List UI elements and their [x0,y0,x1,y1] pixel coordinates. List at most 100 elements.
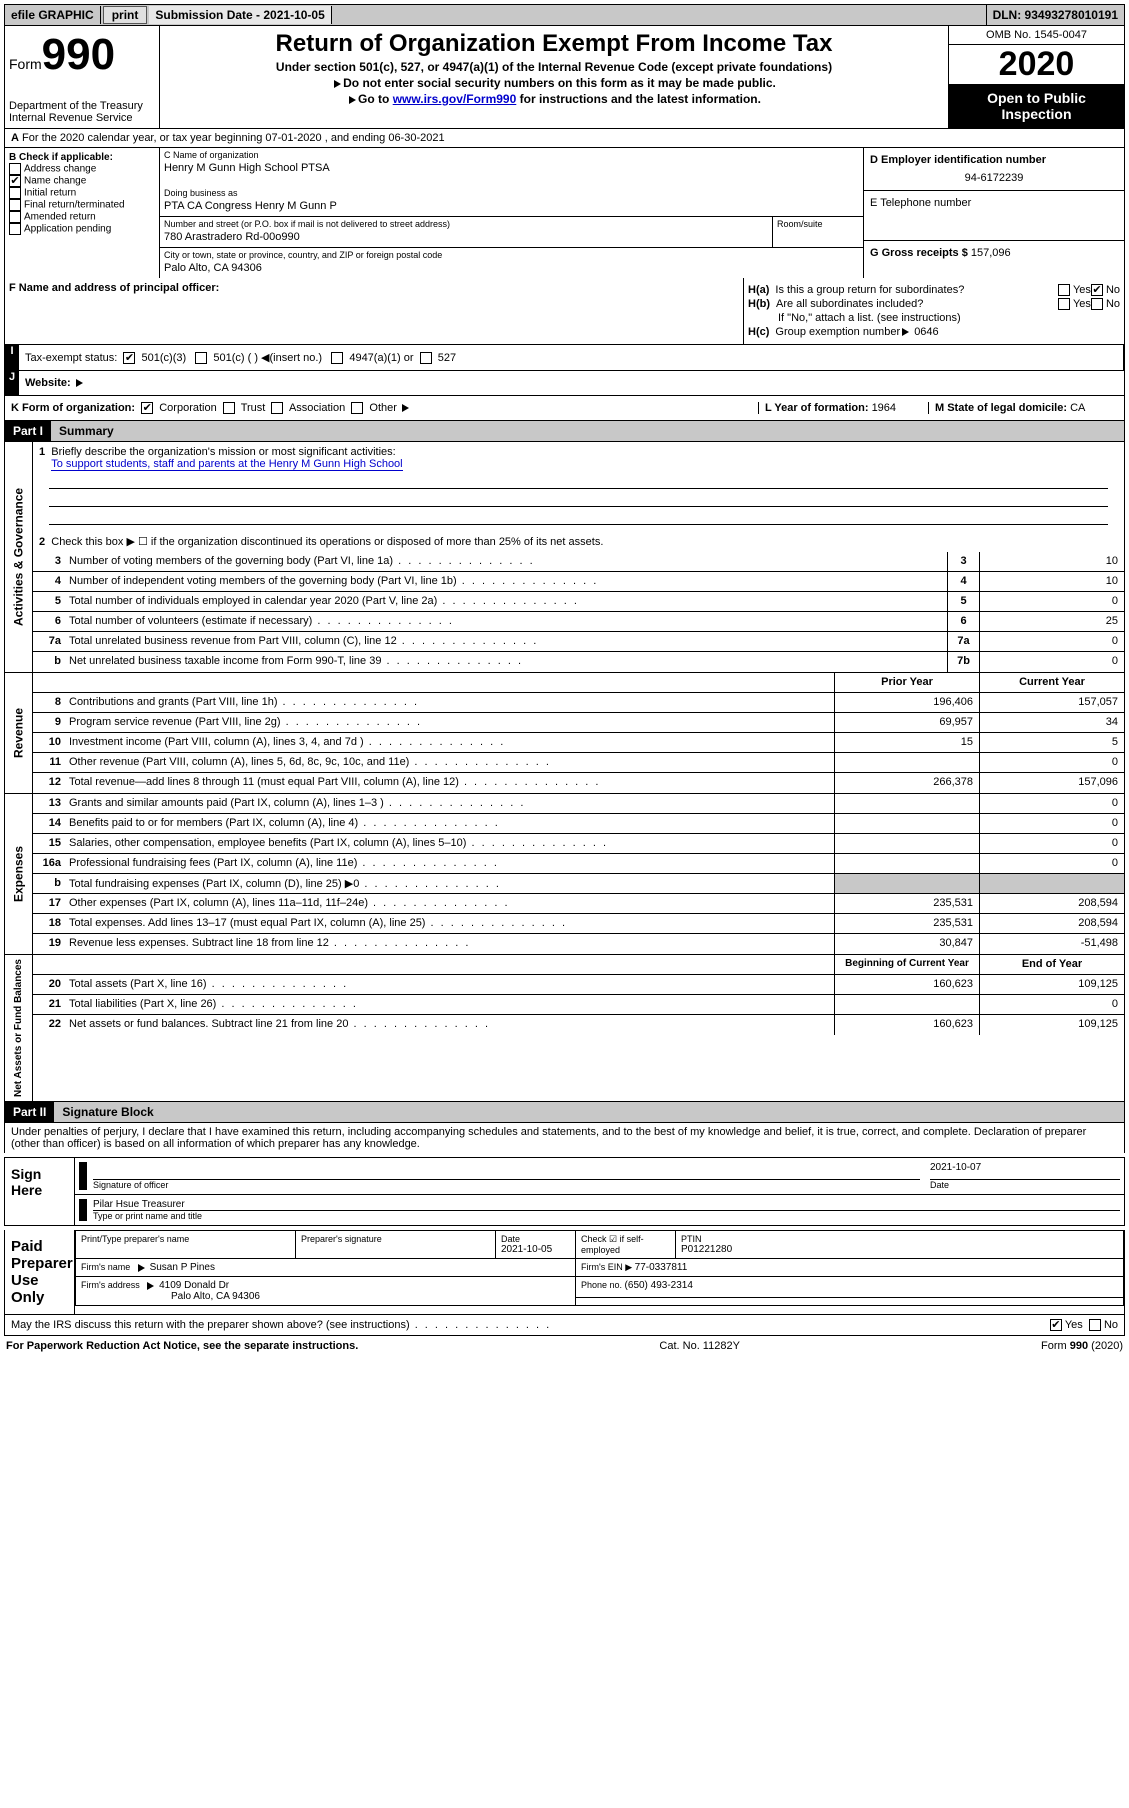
hb-line: H(b)Are all subordinates included?Yes No [748,298,1120,310]
hdr-end: End of Year [979,955,1124,974]
gov-body: 1 Briefly describe the organization's mi… [33,442,1124,672]
b-title: B Check if applicable: [9,152,155,163]
prior-value: 30,847 [834,934,979,954]
row-a-prefix: A [11,132,19,144]
q2-block: 2 Check this box ▶ ☐ if the organization… [33,531,1124,552]
hc-label: Group exemption number [775,326,900,338]
efile-label: efile GRAPHIC [5,6,101,24]
row-ij: I Tax-exempt status: 501(c)(3) 501(c) ( … [4,345,1125,371]
table-row: 5 Total number of individuals employed i… [33,592,1124,612]
hb-note: If "No," attach a list. (see instruction… [748,312,1120,324]
line-desc: Grants and similar amounts paid (Part IX… [65,794,834,813]
chk-trust[interactable] [223,402,235,414]
line-num: b [33,652,65,672]
footer-left: For Paperwork Reduction Act Notice, see … [6,1340,358,1352]
line-desc: Number of independent voting members of … [65,572,947,591]
name-label: Type or print name and title [93,1211,1120,1221]
line-desc: Total expenses. Add lines 13–17 (must eq… [65,914,834,933]
chk-address[interactable]: Address change [9,163,155,175]
sign-here-label: Sign Here [5,1158,75,1225]
print-button[interactable]: print [103,6,148,24]
hb-yes[interactable] [1058,298,1070,310]
discuss-yes[interactable] [1050,1319,1062,1331]
revenue-section: Revenue Prior Year Current Year 8 Contri… [4,673,1125,794]
netassets-section: Net Assets or Fund Balances Beginning of… [4,955,1125,1102]
dept-treasury: Department of the Treasury [9,100,155,112]
chk-4947[interactable] [331,352,343,364]
line-num: 4 [33,572,65,591]
sig-date: 2021-10-07 [930,1162,1120,1180]
officer-sig-line[interactable] [93,1162,920,1180]
hdr-begin: Beginning of Current Year [834,955,979,974]
hb-no[interactable] [1091,298,1103,310]
line-desc: Number of voting members of the governin… [65,552,947,571]
line-value: 10 [979,572,1124,591]
l-val: 1964 [872,402,896,414]
header-left: Form990 Department of the Treasury Inter… [5,26,160,128]
chk-corp[interactable] [141,402,153,414]
chk-501c[interactable] [195,352,207,364]
line-num: 15 [33,834,65,853]
expenses-section: Expenses 13 Grants and similar amounts p… [4,794,1125,955]
submission-date: Submission Date - 2021-10-05 [149,6,331,24]
line-value: 25 [979,612,1124,631]
ha-line: H(a)Is this a group return for subordina… [748,284,1120,296]
ein-value: 94-6172239 [870,172,1118,184]
part1-title: Summary [51,421,1124,441]
chk-501c3[interactable] [123,352,135,364]
chk-label: Initial return [24,188,76,199]
table-row: b Total fundraising expenses (Part IX, c… [33,874,1124,894]
line-num: 5 [33,592,65,611]
chk-initial[interactable]: Initial return [9,187,155,199]
line-desc: Other revenue (Part VIII, column (A), li… [65,753,834,772]
line-num: 17 [33,894,65,913]
current-value: 0 [979,995,1124,1014]
line-num: 16a [33,854,65,873]
chk-amended[interactable]: Amended return [9,211,155,223]
irs-link[interactable]: www.irs.gov/Form990 [393,92,517,106]
subtitle-3: Go to www.irs.gov/Form990 for instructio… [164,92,944,106]
line-num: 3 [33,552,65,571]
h-chk: Check ☑ if self-employed [581,1234,670,1255]
current-value: -51,498 [979,934,1124,954]
line-label: 7b [947,652,979,672]
ha-yes[interactable] [1058,284,1070,296]
current-value: 157,057 [979,693,1124,712]
row-fh: F Name and address of principal officer:… [4,278,1125,345]
yes-label: Yes [1073,298,1091,310]
arrow-icon [349,96,356,104]
i-marker: I [5,345,19,370]
chk-other[interactable] [351,402,363,414]
ha-no[interactable] [1091,284,1103,296]
topbar-spacer [332,5,987,25]
chk-name-change[interactable]: Name change [9,175,155,187]
subtitle-2: Do not enter social security numbers on … [164,76,944,90]
line-value: 0 [979,592,1124,611]
l-501c3: 501(c)(3) [142,352,187,364]
line-num: 14 [33,814,65,833]
line-num: 10 [33,733,65,752]
c-addr-row: Number and street (or P.O. box if mail i… [160,217,863,248]
dln-label: DLN: 93493278010191 [987,6,1124,24]
form-title: Return of Organization Exempt From Incom… [164,30,944,58]
l-527: 527 [438,352,456,364]
declaration: Under penalties of perjury, I declare th… [4,1123,1125,1153]
row-j: J Website: [4,371,1125,396]
line-num: b [33,874,65,893]
chk-527[interactable] [420,352,432,364]
spacer [33,673,65,692]
l-corp: Corporation [159,402,216,414]
chk-final[interactable]: Final return/terminated [9,199,155,211]
current-value: 208,594 [979,894,1124,913]
vtab-netassets: Net Assets or Fund Balances [5,955,33,1101]
discuss-no[interactable] [1089,1319,1101,1331]
prior-value: 160,623 [834,1015,979,1035]
arrow-icon [79,1162,87,1190]
chk-assoc[interactable] [271,402,283,414]
chk-pending[interactable]: Application pending [9,223,155,235]
rev-header: Prior Year Current Year [33,673,1124,693]
hc-line: H(c)Group exemption number 0646 [748,326,1120,338]
prior-value [834,995,979,1014]
prior-value: 69,957 [834,713,979,732]
preparer-label: Paid Preparer Use Only [5,1230,75,1314]
